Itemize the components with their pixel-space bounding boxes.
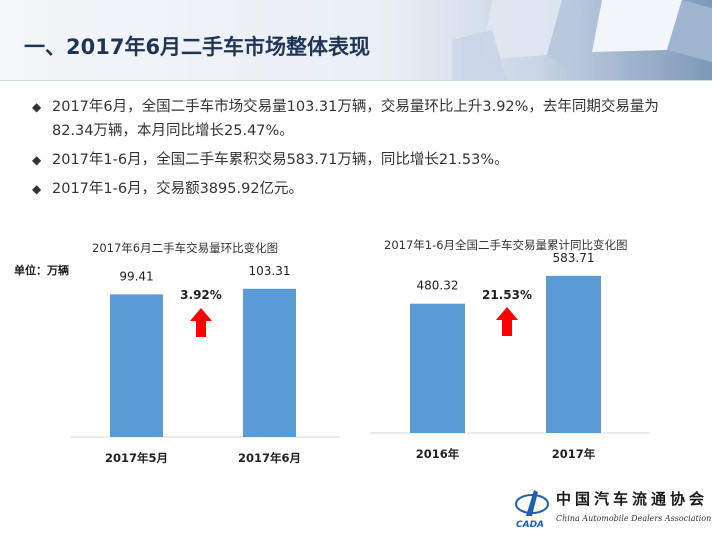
data-label: 583.71 <box>553 251 595 265</box>
logo-chinese-name: 中国汽车流通协会 <box>556 490 709 508</box>
header-decoration-cubes <box>452 0 712 80</box>
bullet-item: ◆ 2017年1-6月，交易额3895.92亿元。 <box>32 177 692 201</box>
data-label: 480.32 <box>417 279 459 293</box>
category-tick-label: 2016年 <box>416 447 460 461</box>
bullet-item: ◆ 2017年1-6月，全国二手车累积交易583.71万辆，同比增长21.53%… <box>32 148 692 172</box>
header-banner: 一、2017年6月二手车市场整体表现 <box>0 0 712 81</box>
bullet-text: 2017年1-6月，交易额3895.92亿元。 <box>52 181 304 197</box>
bullet-text: 2017年1-6月，全国二手车累积交易583.71万辆，同比增长21.53%。 <box>52 152 509 168</box>
category-tick-label: 2017年6月 <box>238 451 301 465</box>
unit-label: 单位：万辆 <box>14 264 69 277</box>
change-percent-label: 21.53% <box>482 288 532 302</box>
data-label: 99.41 <box>119 269 153 283</box>
cada-emblem-icon: CADA <box>515 490 549 530</box>
logo-english-name: China Automobile Dealers Association <box>556 514 712 523</box>
diamond-bullet-icon: ◆ <box>32 100 42 114</box>
chart-2-title: 2017年1-6月全国二手车交易量累计同比变化图 <box>384 238 628 252</box>
bar <box>410 303 465 433</box>
bar <box>243 288 296 437</box>
chart-2-cumulative-volume: 480.32 2016年 583.71 2017年 21.53% <box>370 251 650 461</box>
data-label: 103.31 <box>249 264 291 278</box>
page-title: 一、2017年6月二手车市场整体表现 <box>24 35 371 59</box>
bullet-text: 2017年6月，全国二手车市场交易量103.31万辆，交易量环比上升3.92%，… <box>52 99 659 139</box>
cada-logo: CADA 中国汽车流通协会 China Automobile Dealers A… <box>512 486 711 532</box>
bar <box>546 275 601 433</box>
diamond-bullet-icon: ◆ <box>32 182 42 196</box>
chart-1-monthly-volume: 99.41 2017年5月 103.31 2017年6月 3.92% <box>70 264 340 465</box>
change-percent-label: 3.92% <box>180 288 222 302</box>
up-arrow-icon <box>190 308 212 337</box>
svg-text:CADA: CADA <box>516 520 544 530</box>
bullet-item: ◆ 2017年6月，全国二手车市场交易量103.31万辆，交易量环比上升3.92… <box>32 95 692 143</box>
category-tick-label: 2017年 <box>552 447 596 461</box>
chart-1-title: 2017年6月二手车交易量环比变化图 <box>92 241 279 255</box>
diamond-bullet-icon: ◆ <box>32 153 42 167</box>
summary-bullets: ◆ 2017年6月，全国二手车市场交易量103.31万辆，交易量环比上升3.92… <box>32 95 692 206</box>
up-arrow-icon <box>496 307 518 336</box>
bar <box>110 294 163 437</box>
category-tick-label: 2017年5月 <box>105 451 168 465</box>
